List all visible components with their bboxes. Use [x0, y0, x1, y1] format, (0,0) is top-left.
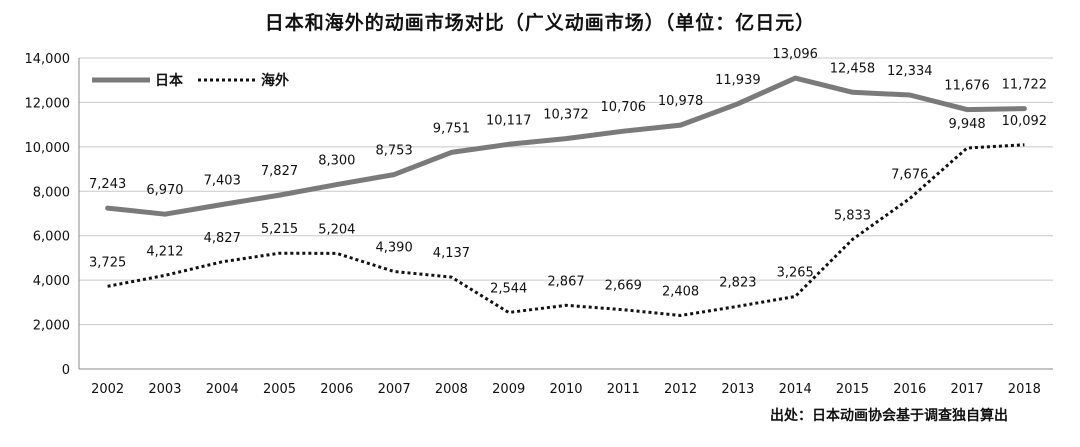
x-tick-label: 2012	[664, 382, 697, 397]
data-label: 6,970	[146, 183, 183, 198]
data-label: 11,722	[1002, 78, 1048, 93]
axes	[78, 58, 1053, 370]
data-label: 9,948	[948, 117, 985, 132]
data-label: 4,137	[433, 246, 470, 261]
y-tick-label: 2,000	[33, 319, 70, 334]
data-label: 3,725	[89, 255, 126, 270]
data-label: 8,753	[376, 144, 413, 159]
series-lines	[105, 75, 1027, 317]
x-tick-label: 2002	[91, 382, 124, 397]
data-labels: 7,243 6,970 7,403 7,827 8,300 8,753 9,751 10,11…	[89, 47, 1047, 299]
data-label: 7,676	[891, 167, 928, 182]
x-tick-label: 2017	[951, 382, 984, 397]
y-tick-label: 8,000	[33, 185, 70, 200]
data-label: 8,300	[318, 154, 355, 169]
data-label: 9,751	[433, 121, 470, 136]
gridlines	[79, 57, 1053, 326]
y-tick-label: 12,000	[25, 96, 71, 111]
data-label: 13,096	[772, 47, 818, 62]
x-tick-label: 2016	[893, 382, 926, 397]
data-label: 7,827	[261, 164, 298, 179]
x-tick-label: 2009	[492, 382, 525, 397]
data-label: 7,403	[204, 174, 241, 189]
y-tick-label: 6,000	[33, 230, 70, 245]
data-label: 2,867	[547, 274, 584, 289]
legend-label-overseas: 海外	[261, 72, 289, 89]
data-label: 5,215	[261, 222, 298, 237]
x-tick-label: 2011	[607, 382, 640, 397]
x-tick-label: 2008	[435, 382, 468, 397]
data-label: 10,372	[543, 108, 589, 123]
data-label: 4,827	[204, 231, 241, 246]
series-line-japan	[105, 75, 1027, 217]
y-tick-label: 14,000	[25, 52, 71, 67]
data-label: 11,939	[715, 73, 761, 88]
data-label: 2,544	[490, 281, 527, 296]
data-label: 5,833	[834, 208, 871, 223]
data-label: 12,334	[887, 64, 933, 79]
y-tick-label: 10,000	[25, 141, 71, 156]
x-tick-label: 2004	[206, 382, 239, 397]
x-tick-label: 2007	[378, 382, 411, 397]
x-tick-label: 2010	[549, 382, 582, 397]
data-label: 2,669	[605, 279, 642, 294]
x-tick-label: 2006	[320, 382, 353, 397]
legend-label-japan: 日本	[155, 72, 184, 89]
data-label: 3,265	[777, 265, 814, 280]
data-label: 12,458	[830, 61, 876, 76]
legend: 日本 海外	[92, 72, 289, 89]
chart-title: 日本和海外的动画市场对比（广义动画市场）（单位：亿日元）	[264, 12, 816, 34]
x-tick-label: 2018	[1008, 382, 1041, 397]
data-label: 10,117	[486, 113, 532, 128]
y-tick-label: 4,000	[33, 274, 70, 289]
x-tick-label: 2014	[779, 382, 812, 397]
x-axis-ticks: 2002 2003 2004 2005 2006 2007 2008 2009 2010 2011…	[91, 382, 1041, 397]
series-line-overseas	[107, 143, 1025, 317]
data-label: 11,676	[944, 79, 990, 94]
data-label: 5,204	[318, 222, 355, 237]
data-label: 10,978	[658, 94, 704, 109]
data-label: 10,706	[601, 100, 647, 115]
y-tick-label: 0	[62, 363, 70, 378]
data-label: 2,408	[662, 285, 699, 300]
x-tick-label: 2005	[263, 382, 296, 397]
data-label: 7,243	[89, 177, 126, 192]
data-label: 4,212	[146, 244, 183, 259]
data-label: 4,390	[376, 240, 413, 255]
data-label: 10,092	[1002, 114, 1048, 129]
x-tick-label: 2013	[721, 382, 754, 397]
data-label: 2,823	[719, 275, 756, 290]
x-tick-label: 2003	[148, 382, 181, 397]
source-note: 出处：日本动画协会基于调查独自算出	[770, 408, 1008, 424]
y-axis-ticks: 0 2,000 4,000 6,000 8,000 10,000 12,000 14,000	[25, 52, 71, 378]
x-tick-label: 2015	[836, 382, 869, 397]
